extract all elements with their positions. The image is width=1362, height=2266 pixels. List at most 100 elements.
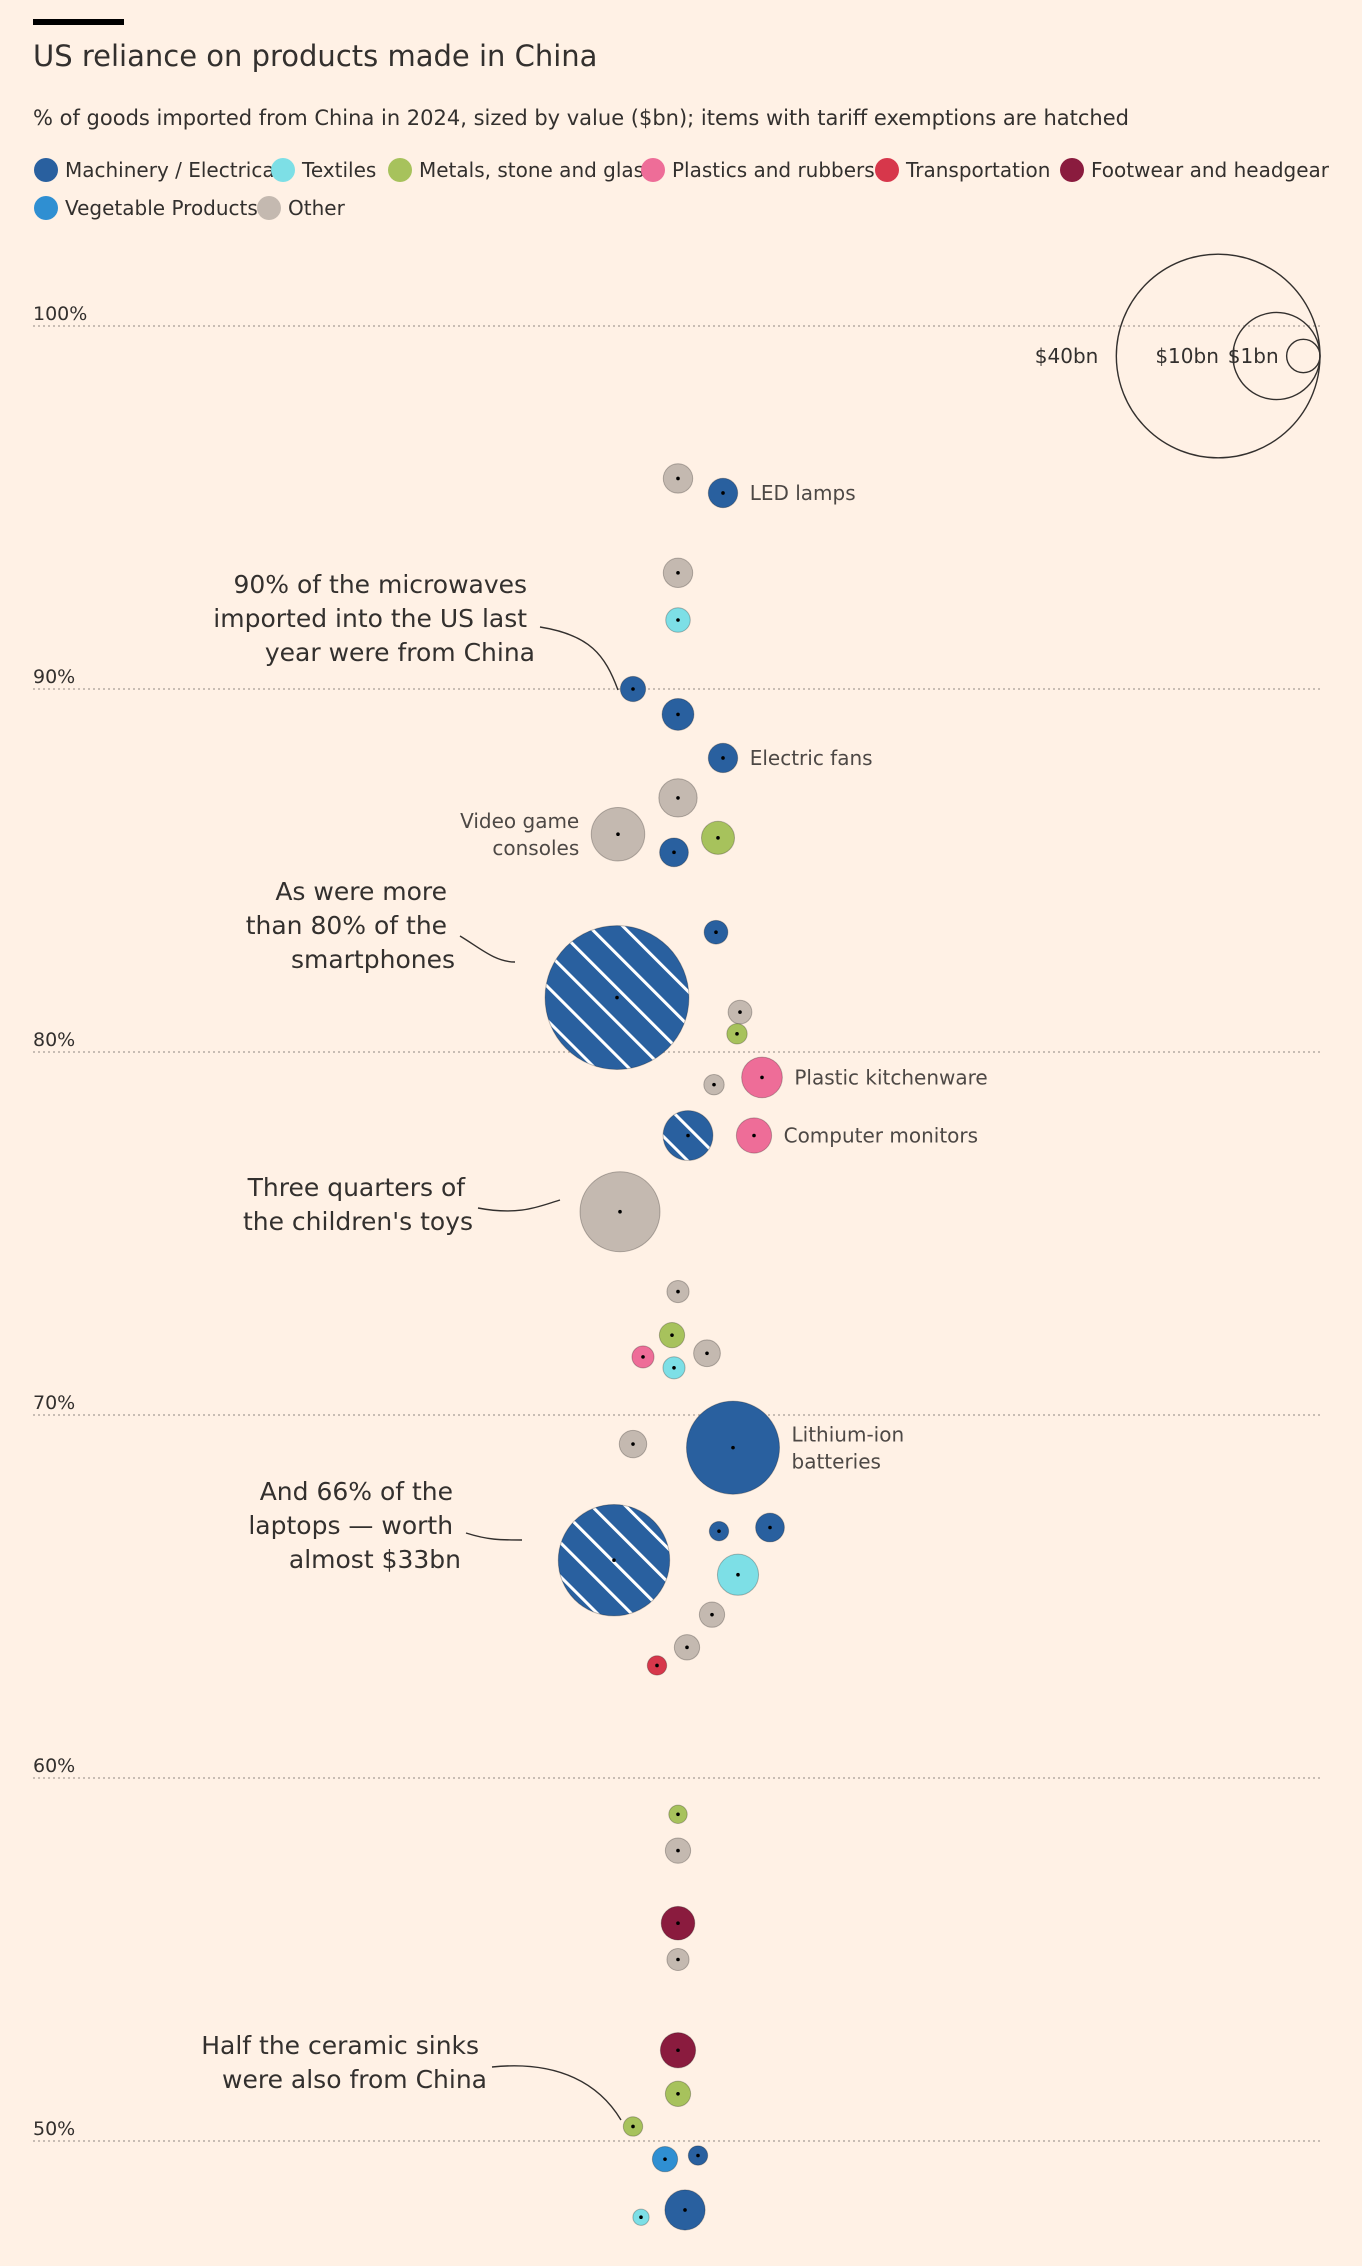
annotation-toys: Three quarters of the children's toys (243, 1173, 473, 1236)
bubble (668, 1804, 688, 1825)
bubble-center-dot (663, 2157, 667, 2161)
title-rule (33, 19, 124, 25)
bubble-center-dot (615, 995, 619, 1000)
legend-item: Textiles (271, 158, 376, 182)
bubble-center-dot (676, 1848, 680, 1853)
legend-label: Transportation (905, 158, 1050, 182)
bubble-center-dot (631, 2124, 635, 2129)
bubble (708, 1520, 730, 1542)
bubble (707, 477, 739, 509)
bubble-center-dot (760, 1075, 764, 1080)
bubble (664, 2189, 706, 2231)
bubble (659, 2032, 697, 2069)
bubble-center-dot (616, 832, 620, 836)
bubble-center-dot (676, 1921, 680, 1925)
bubble (664, 1837, 692, 1864)
chart-title: US reliance on products made in China (33, 39, 597, 73)
bubble-center-dot (672, 850, 676, 855)
bubble (590, 806, 646, 862)
bubble (703, 1073, 725, 1096)
legend-label: Textiles (301, 158, 376, 182)
annotation-connector (459, 935, 516, 963)
bubble-center-dot (676, 1957, 680, 1962)
bubble (687, 2145, 709, 2166)
y-tick-label: 90% (33, 666, 75, 688)
y-tick-label: 100% (33, 303, 87, 325)
bubble (631, 1345, 655, 1369)
bubble-center-dot (710, 1612, 714, 1617)
legend-swatch (257, 196, 281, 220)
bubble (755, 1512, 785, 1543)
y-tick-label: 50% (33, 2118, 75, 2140)
legend-swatch (34, 196, 58, 220)
bubble-center-dot (672, 1366, 676, 1370)
bubble-center-dot (717, 1529, 721, 1533)
bubble (659, 837, 689, 868)
legend-swatch (875, 158, 899, 182)
bubble-center-dot (618, 1209, 622, 1214)
chart-subtitle: % of goods imported from China in 2024, … (33, 106, 1129, 130)
annotation-connector (477, 1199, 561, 1212)
annotation-connector (539, 626, 619, 691)
bubble (658, 778, 698, 818)
annotation-connector (491, 2065, 622, 2121)
size-key: $40bn $10bn $1bn (1035, 253, 1321, 459)
legend-swatch (271, 158, 295, 182)
bubble-center-dot (655, 1663, 659, 1668)
bubble-label: Lithium-ion batteries (792, 1423, 905, 1474)
bubble (664, 2080, 692, 2107)
bubble (544, 925, 690, 1070)
bubble-center-dot (676, 571, 680, 575)
bubble-center-dot (736, 1572, 740, 1577)
bubble-center-dot (670, 1333, 674, 1337)
bubble-labels: LED lamps Electric fans Video game consoles… (460, 481, 988, 1474)
bubble (727, 999, 753, 1025)
bubble-center-dot (631, 687, 635, 691)
bubble-label: Electric fans (750, 746, 873, 770)
annotation-smartphones: As were more than 80% of the smartphones (246, 877, 455, 974)
bubble (662, 463, 694, 494)
bubble-center-dot (685, 1645, 689, 1650)
legend: Machinery / Electrical Textiles Metals, st… (34, 158, 1330, 220)
bubbles (544, 463, 785, 2231)
bubble (660, 1905, 696, 1941)
gridlines: 100% 90% 80% 70% 60% 50% (33, 303, 1320, 2142)
bubble-center-dot (676, 712, 680, 717)
bubble (703, 919, 729, 945)
bubble (662, 1110, 714, 1161)
bubble (632, 2208, 650, 2226)
size-key-label: $40bn (1035, 344, 1099, 368)
legend-label: Plastics and rubbers (672, 158, 875, 182)
bubble (622, 2116, 644, 2137)
bubble (666, 1280, 690, 1304)
bubble-center-dot (639, 2215, 643, 2220)
bubble (665, 607, 691, 633)
bubble (651, 2146, 679, 2173)
y-tick-label: 60% (33, 1755, 75, 1777)
bubble-center-dot (683, 2208, 687, 2212)
legend-swatch (1060, 158, 1084, 182)
annotation-microwaves: 90% of the microwaves imported into the … (213, 570, 535, 667)
legend-item: Machinery / Electrical (34, 158, 280, 182)
legend-swatch (34, 158, 58, 182)
bubble-center-dot (641, 1355, 645, 1359)
bubble-center-dot (676, 476, 680, 481)
bubble (618, 1429, 648, 1459)
bubble (726, 1023, 748, 1045)
bubble (661, 697, 695, 731)
bubble-center-dot (696, 2153, 700, 2158)
legend-item: Vegetable Products (34, 196, 258, 220)
legend-item: Other (257, 196, 346, 220)
y-tick-label: 80% (33, 1029, 75, 1051)
size-key-circle (1285, 338, 1321, 374)
bubble-center-dot (676, 2048, 680, 2053)
bubble-center-dot (714, 930, 718, 935)
bubble-center-dot (721, 491, 725, 495)
bubble-center-dot (676, 1289, 680, 1294)
bubble (685, 1400, 781, 1495)
bubble-center-dot (705, 1351, 709, 1356)
bubble-label: LED lamps (750, 481, 856, 505)
bubble (658, 1321, 686, 1349)
bubble-center-dot (612, 1558, 616, 1562)
bubble (557, 1503, 671, 1617)
